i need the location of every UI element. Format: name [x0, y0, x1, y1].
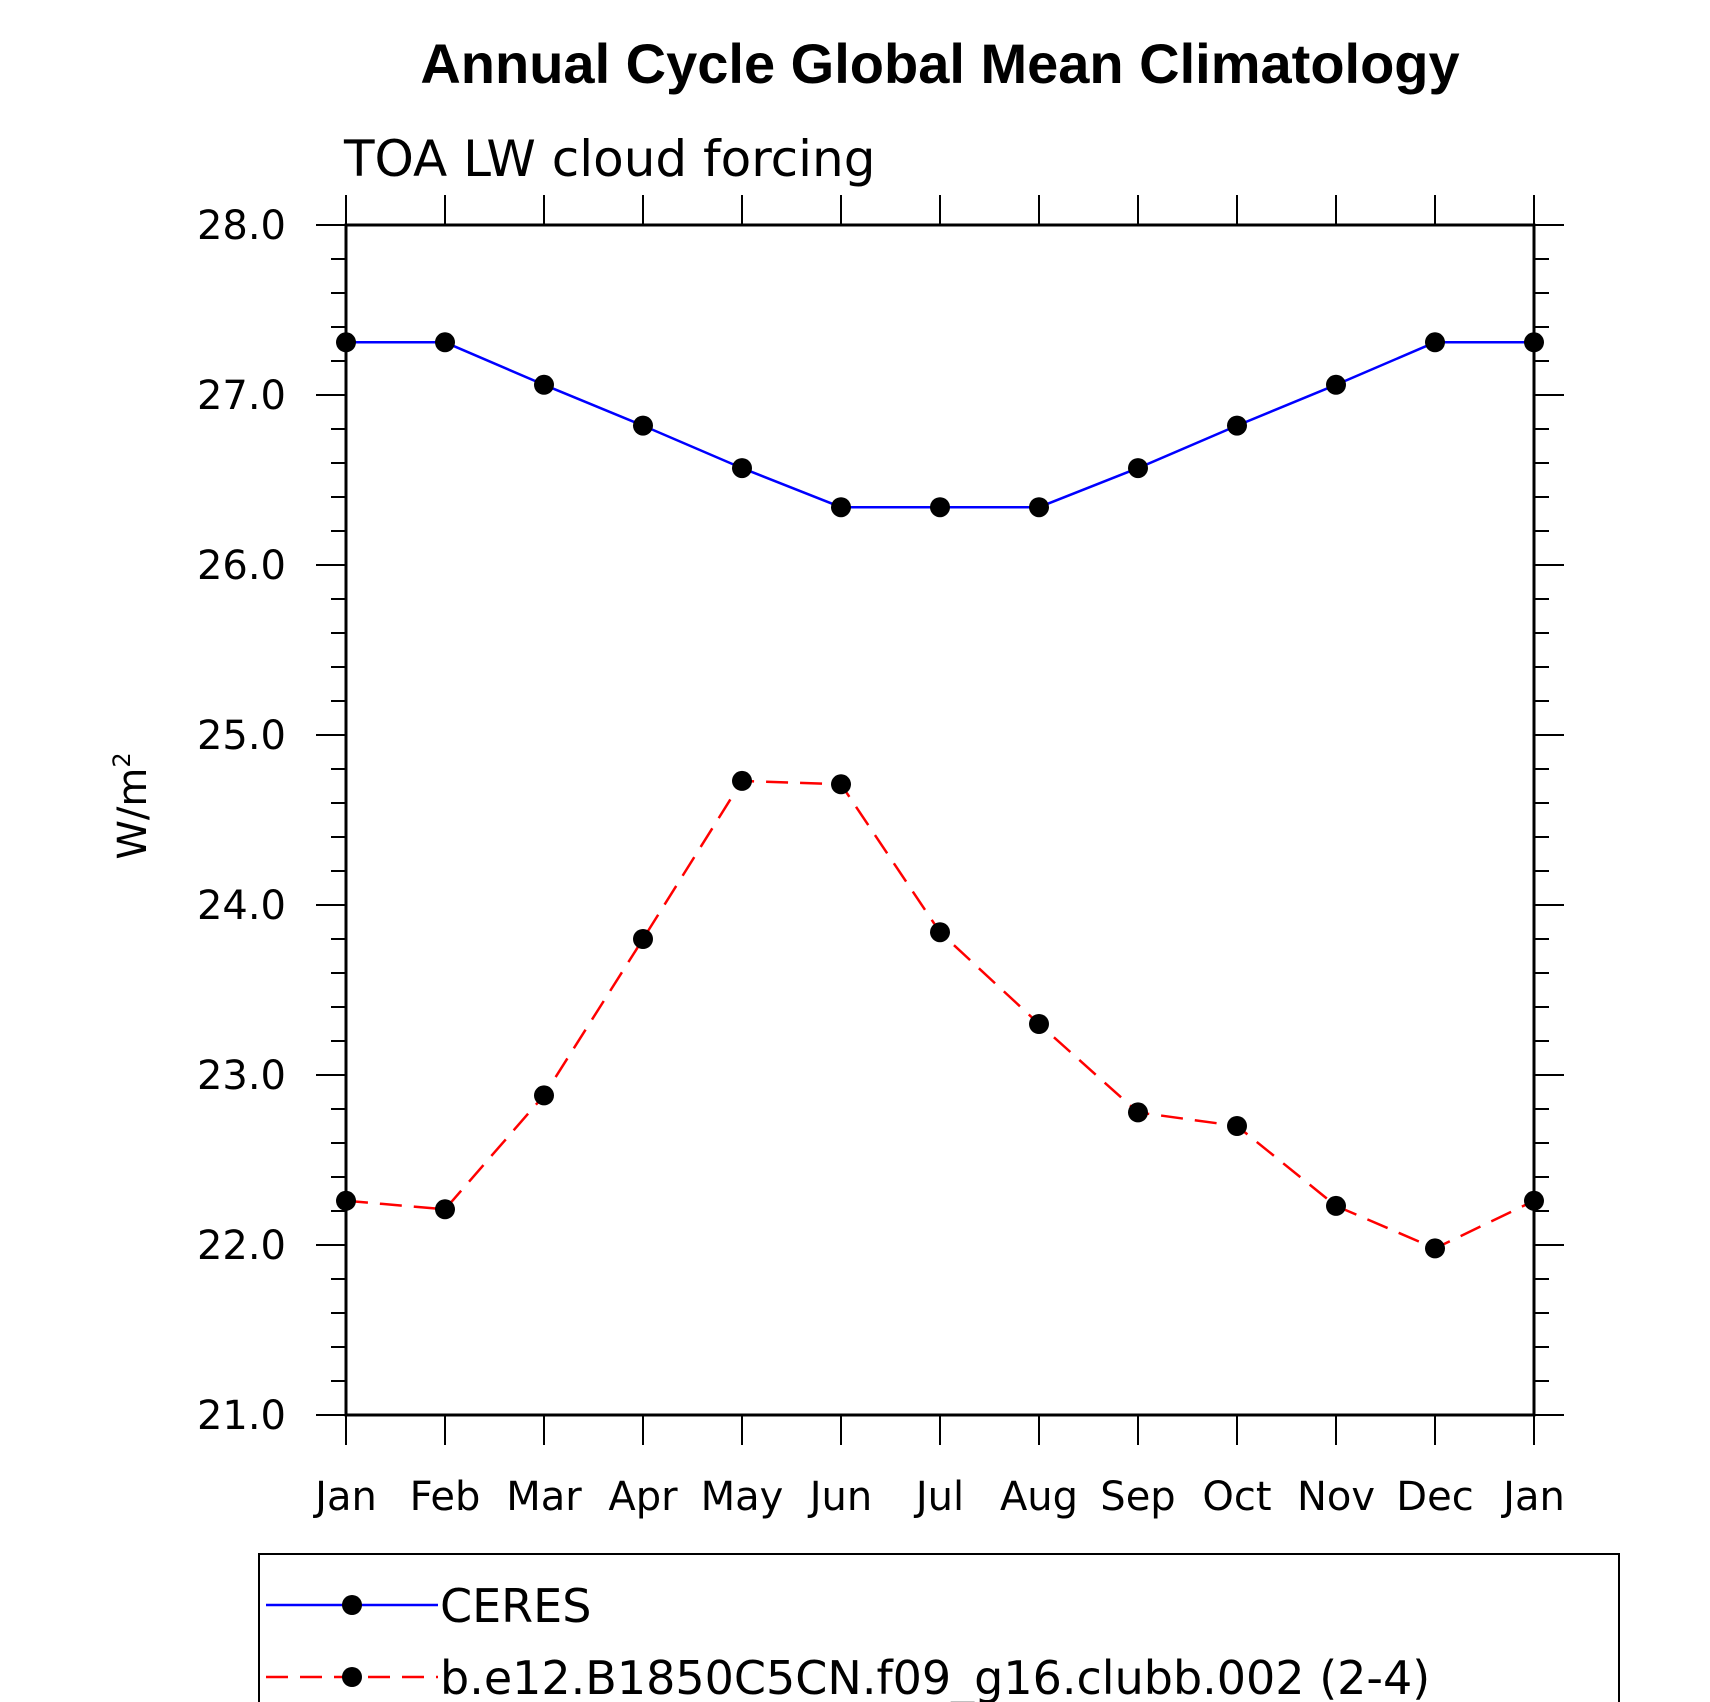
x-tick-label: Sep	[1100, 1474, 1175, 1520]
series-1-point	[1326, 374, 1346, 395]
series-1-point	[1425, 332, 1445, 353]
y-tick-label: 28.0	[197, 203, 286, 249]
legend: CERES b.e12.B1850C5CN.f09_g16.clubb.002 (…	[258, 1553, 1620, 1702]
legend-label-1: CERES	[440, 1579, 591, 1633]
y-tick-label: 22.0	[197, 1223, 286, 1269]
series-1-point	[1029, 497, 1049, 518]
series-1-point	[732, 458, 752, 479]
y-tick-label: 23.0	[197, 1053, 286, 1099]
y-tick-label: 26.0	[197, 543, 286, 589]
plot-border	[344, 223, 1536, 1417]
x-axis: Jan Feb Mar Apr May Jun Jul Aug Sep Oct Nov Dec Jan	[312, 195, 1565, 1520]
x-tick-label: Dec	[1396, 1474, 1473, 1520]
chart-subtitle: TOA LW cloud forcing	[343, 130, 875, 188]
series-1-point	[1524, 332, 1544, 353]
x-tick-label: Jul	[913, 1474, 964, 1520]
x-tick-label: Aug	[1000, 1474, 1078, 1520]
series-2-point	[930, 922, 950, 943]
series-2-point	[1128, 1102, 1148, 1123]
x-tick-label: Feb	[410, 1474, 481, 1520]
x-tick-label: Jan	[1500, 1474, 1565, 1520]
series-2-point	[1524, 1190, 1544, 1211]
series-layer	[336, 332, 1544, 1259]
plot-frame	[344, 223, 1536, 1417]
x-tick-label: Jan	[312, 1474, 377, 1520]
y-axis-label-units: W/m	[110, 768, 156, 860]
series-1-point	[831, 497, 851, 518]
series-2-point	[831, 774, 851, 795]
y-tick-label: 25.0	[197, 713, 286, 759]
series-1-point	[435, 332, 455, 353]
series-line-1	[346, 341, 1534, 509]
series-1-point	[633, 415, 653, 436]
x-tick-label: Mar	[506, 1474, 582, 1520]
legend-marker-1	[342, 1595, 362, 1615]
legend-marker-2	[342, 1667, 362, 1687]
series-2-point	[336, 1190, 356, 1211]
x-tick-label: Apr	[608, 1474, 678, 1520]
y-tick-label: 21.0	[197, 1393, 286, 1439]
x-tick-label: Oct	[1202, 1474, 1271, 1520]
series-1-point	[1128, 458, 1148, 479]
series-1-point	[930, 497, 950, 518]
chart-title: Annual Cycle Global Mean Climatology	[420, 32, 1459, 95]
series-2-point	[534, 1085, 554, 1106]
series-2-point	[1227, 1116, 1247, 1136]
series-1-point	[336, 332, 356, 353]
legend-box	[258, 1553, 1620, 1702]
y-axis-label: W/m2	[108, 752, 156, 859]
series-2-point	[633, 929, 653, 949]
series-2-point	[732, 770, 752, 791]
series-2-point	[435, 1199, 455, 1220]
y-axis-label-superscript: 2	[108, 752, 136, 767]
y-tick-label: 27.0	[197, 373, 286, 419]
series-2-point	[1029, 1014, 1049, 1034]
series-2-point	[1425, 1238, 1445, 1259]
series-line-2	[345, 779, 1535, 1250]
x-tick-label: Jun	[807, 1474, 873, 1520]
x-tick-label: May	[701, 1474, 784, 1520]
x-tick-label: Nov	[1297, 1474, 1375, 1520]
legend-label-2: b.e12.B1850C5CN.f09_g16.clubb.002 (2-4)	[440, 1651, 1430, 1702]
series-1-point	[534, 374, 554, 395]
legend-items: CERES b.e12.B1850C5CN.f09_g16.clubb.002 (…	[266, 1579, 1430, 1702]
y-tick-label: 24.0	[197, 883, 286, 929]
series-1-point	[1227, 415, 1247, 436]
series-2-point	[1326, 1195, 1346, 1216]
y-axis: 21.0 22.0 23.0 24.0 25.0 26.0 27.0 28.0	[197, 203, 1564, 1439]
